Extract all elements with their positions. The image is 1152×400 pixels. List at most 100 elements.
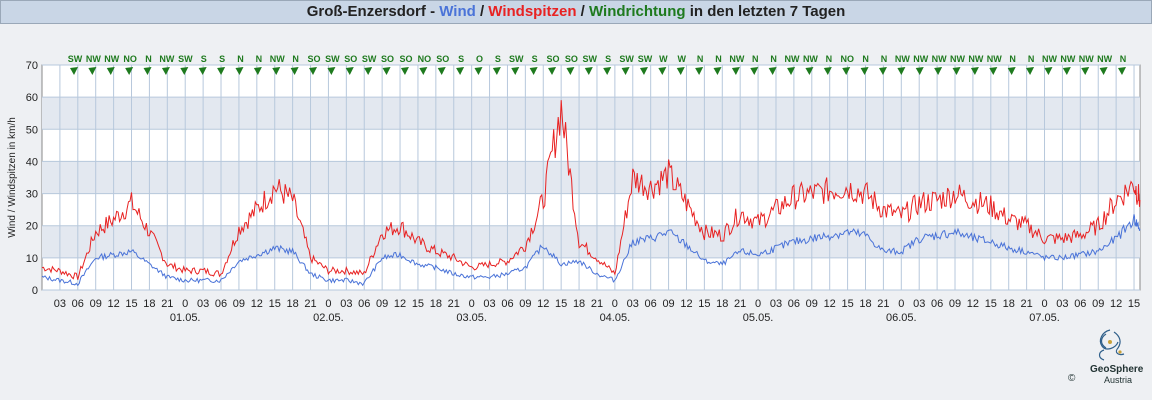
y-tick-label: 20	[26, 221, 38, 233]
x-tick-label: 12	[537, 298, 549, 310]
x-tick-label: 15	[412, 298, 424, 310]
wind-direction-label: NW	[950, 54, 965, 64]
x-tick-label: 12	[394, 298, 406, 310]
wind-direction-label: S	[495, 54, 501, 64]
x-tick-label: 09	[233, 298, 245, 310]
wind-direction-label: N	[826, 54, 833, 64]
title-separator: -	[425, 3, 440, 20]
x-tick-label: 21	[161, 298, 173, 310]
wind-direction-label: SO	[436, 54, 449, 64]
wind-direction-arrow	[934, 67, 943, 75]
x-tick-label: 0	[325, 298, 331, 310]
grid-band	[42, 97, 1140, 130]
wind-direction-label: S	[201, 54, 207, 64]
wind-direction-arrow	[584, 67, 593, 75]
wind-direction-arrow	[88, 67, 97, 75]
wind-direction-arrow	[1081, 67, 1090, 75]
wind-direction-arrow	[970, 67, 979, 75]
wind-direction-arrow	[805, 67, 814, 75]
date-label: 03.05.	[456, 312, 487, 324]
wind-direction-arrow	[768, 67, 777, 75]
wind-direction-label: NW	[1042, 54, 1057, 64]
wind-direction-arrow	[878, 67, 887, 75]
wind-direction-arrow	[272, 67, 281, 75]
wind-direction-arrow	[382, 67, 391, 75]
wind-direction-arrow	[548, 67, 557, 75]
wind-direction-label: NW	[968, 54, 983, 64]
x-tick-label: 03	[770, 298, 782, 310]
x-tick-label: 15	[841, 298, 853, 310]
x-tick-label: 06	[72, 298, 84, 310]
title-separator: /	[576, 3, 590, 20]
x-tick-label: 06	[358, 298, 370, 310]
wind-direction-label: W	[677, 54, 686, 64]
wind-direction-label: SO	[381, 54, 394, 64]
x-tick-label: 06	[501, 298, 513, 310]
wind-direction-arrow	[989, 67, 998, 75]
x-tick-label: 0	[469, 298, 475, 310]
wind-chart: 0 10 20 30 40 50 60 70 03 06 09 12 15 18 21 0 03 06 09 12 15…	[7, 54, 1141, 324]
y-tick-label: 30	[26, 189, 38, 201]
wind-direction-arrow	[345, 67, 354, 75]
x-tick-label: 21	[877, 298, 889, 310]
wind-direction-label: SO	[308, 54, 321, 64]
wind-direction-arrow	[290, 67, 299, 75]
x-tick-label: 0	[182, 298, 188, 310]
wind-direction-arrow	[621, 67, 630, 75]
x-tick-label: 03	[1056, 298, 1068, 310]
logo-name: GeoSphere	[1090, 364, 1144, 375]
x-tick-label: 06	[215, 298, 227, 310]
date-label: 06.05.	[886, 312, 917, 324]
x-tick-label: 03	[483, 298, 495, 310]
wind-direction-label: NO	[418, 54, 432, 64]
wind-direction-label: N	[145, 54, 152, 64]
x-tick-label: 15	[698, 298, 710, 310]
wind-direction-label: N	[881, 54, 888, 64]
wind-direction-arrow	[1026, 67, 1035, 75]
wind-direction-arrow	[364, 67, 373, 75]
x-tick-label: 12	[824, 298, 836, 310]
wind-direction-arrow	[952, 67, 961, 75]
x-tick-label: 09	[376, 298, 388, 310]
x-tick-label: 12	[967, 298, 979, 310]
wind-direction-arrow	[1044, 67, 1053, 75]
x-tick-label: 21	[304, 298, 316, 310]
wind-direction-label: NW	[104, 54, 119, 64]
title-wind: Wind	[439, 3, 476, 20]
x-tick-label: 09	[519, 298, 531, 310]
title-gusts: Windspitzen	[488, 3, 577, 20]
wind-direction-arrow	[915, 67, 924, 75]
wind-direction-arrow	[492, 67, 501, 75]
wind-direction-arrow	[823, 67, 832, 75]
x-tick-label: 12	[251, 298, 263, 310]
wind-direction-arrow	[161, 67, 170, 75]
wind-direction-label: NW	[932, 54, 947, 64]
wind-direction-arrow	[529, 67, 538, 75]
x-tick-label: 12	[107, 298, 119, 310]
wind-direction-label: S	[458, 54, 464, 64]
wind-direction-arrow	[456, 67, 465, 75]
wind-direction-label: N	[256, 54, 263, 64]
wind-direction-arrow	[125, 67, 134, 75]
x-tick-label: 18	[1003, 298, 1015, 310]
series-line-gusts	[41, 100, 1141, 280]
y-tick-label: 10	[26, 253, 38, 265]
wind-direction-arrow	[676, 67, 685, 75]
wind-direction-arrow	[1118, 67, 1126, 75]
wind-direction-label: SW	[619, 54, 634, 64]
wind-direction-label: NW	[803, 54, 818, 64]
x-tick-label: 18	[573, 298, 585, 310]
wind-direction-arrow	[400, 67, 409, 75]
wind-direction-label: S	[532, 54, 538, 64]
wind-direction-label: N	[770, 54, 777, 64]
x-tick-label: 06	[1074, 298, 1086, 310]
x-tick-label: 06	[645, 298, 657, 310]
x-tick-label: 18	[287, 298, 299, 310]
logo-subtitle: Austria	[1104, 375, 1133, 385]
x-tick-label: 12	[680, 298, 692, 310]
wind-direction-arrow	[713, 67, 722, 75]
geosphere-logo	[1098, 329, 1125, 361]
x-tick-label: 15	[269, 298, 281, 310]
wind-direction-arrow	[787, 67, 796, 75]
wind-direction-arrow	[566, 67, 575, 75]
